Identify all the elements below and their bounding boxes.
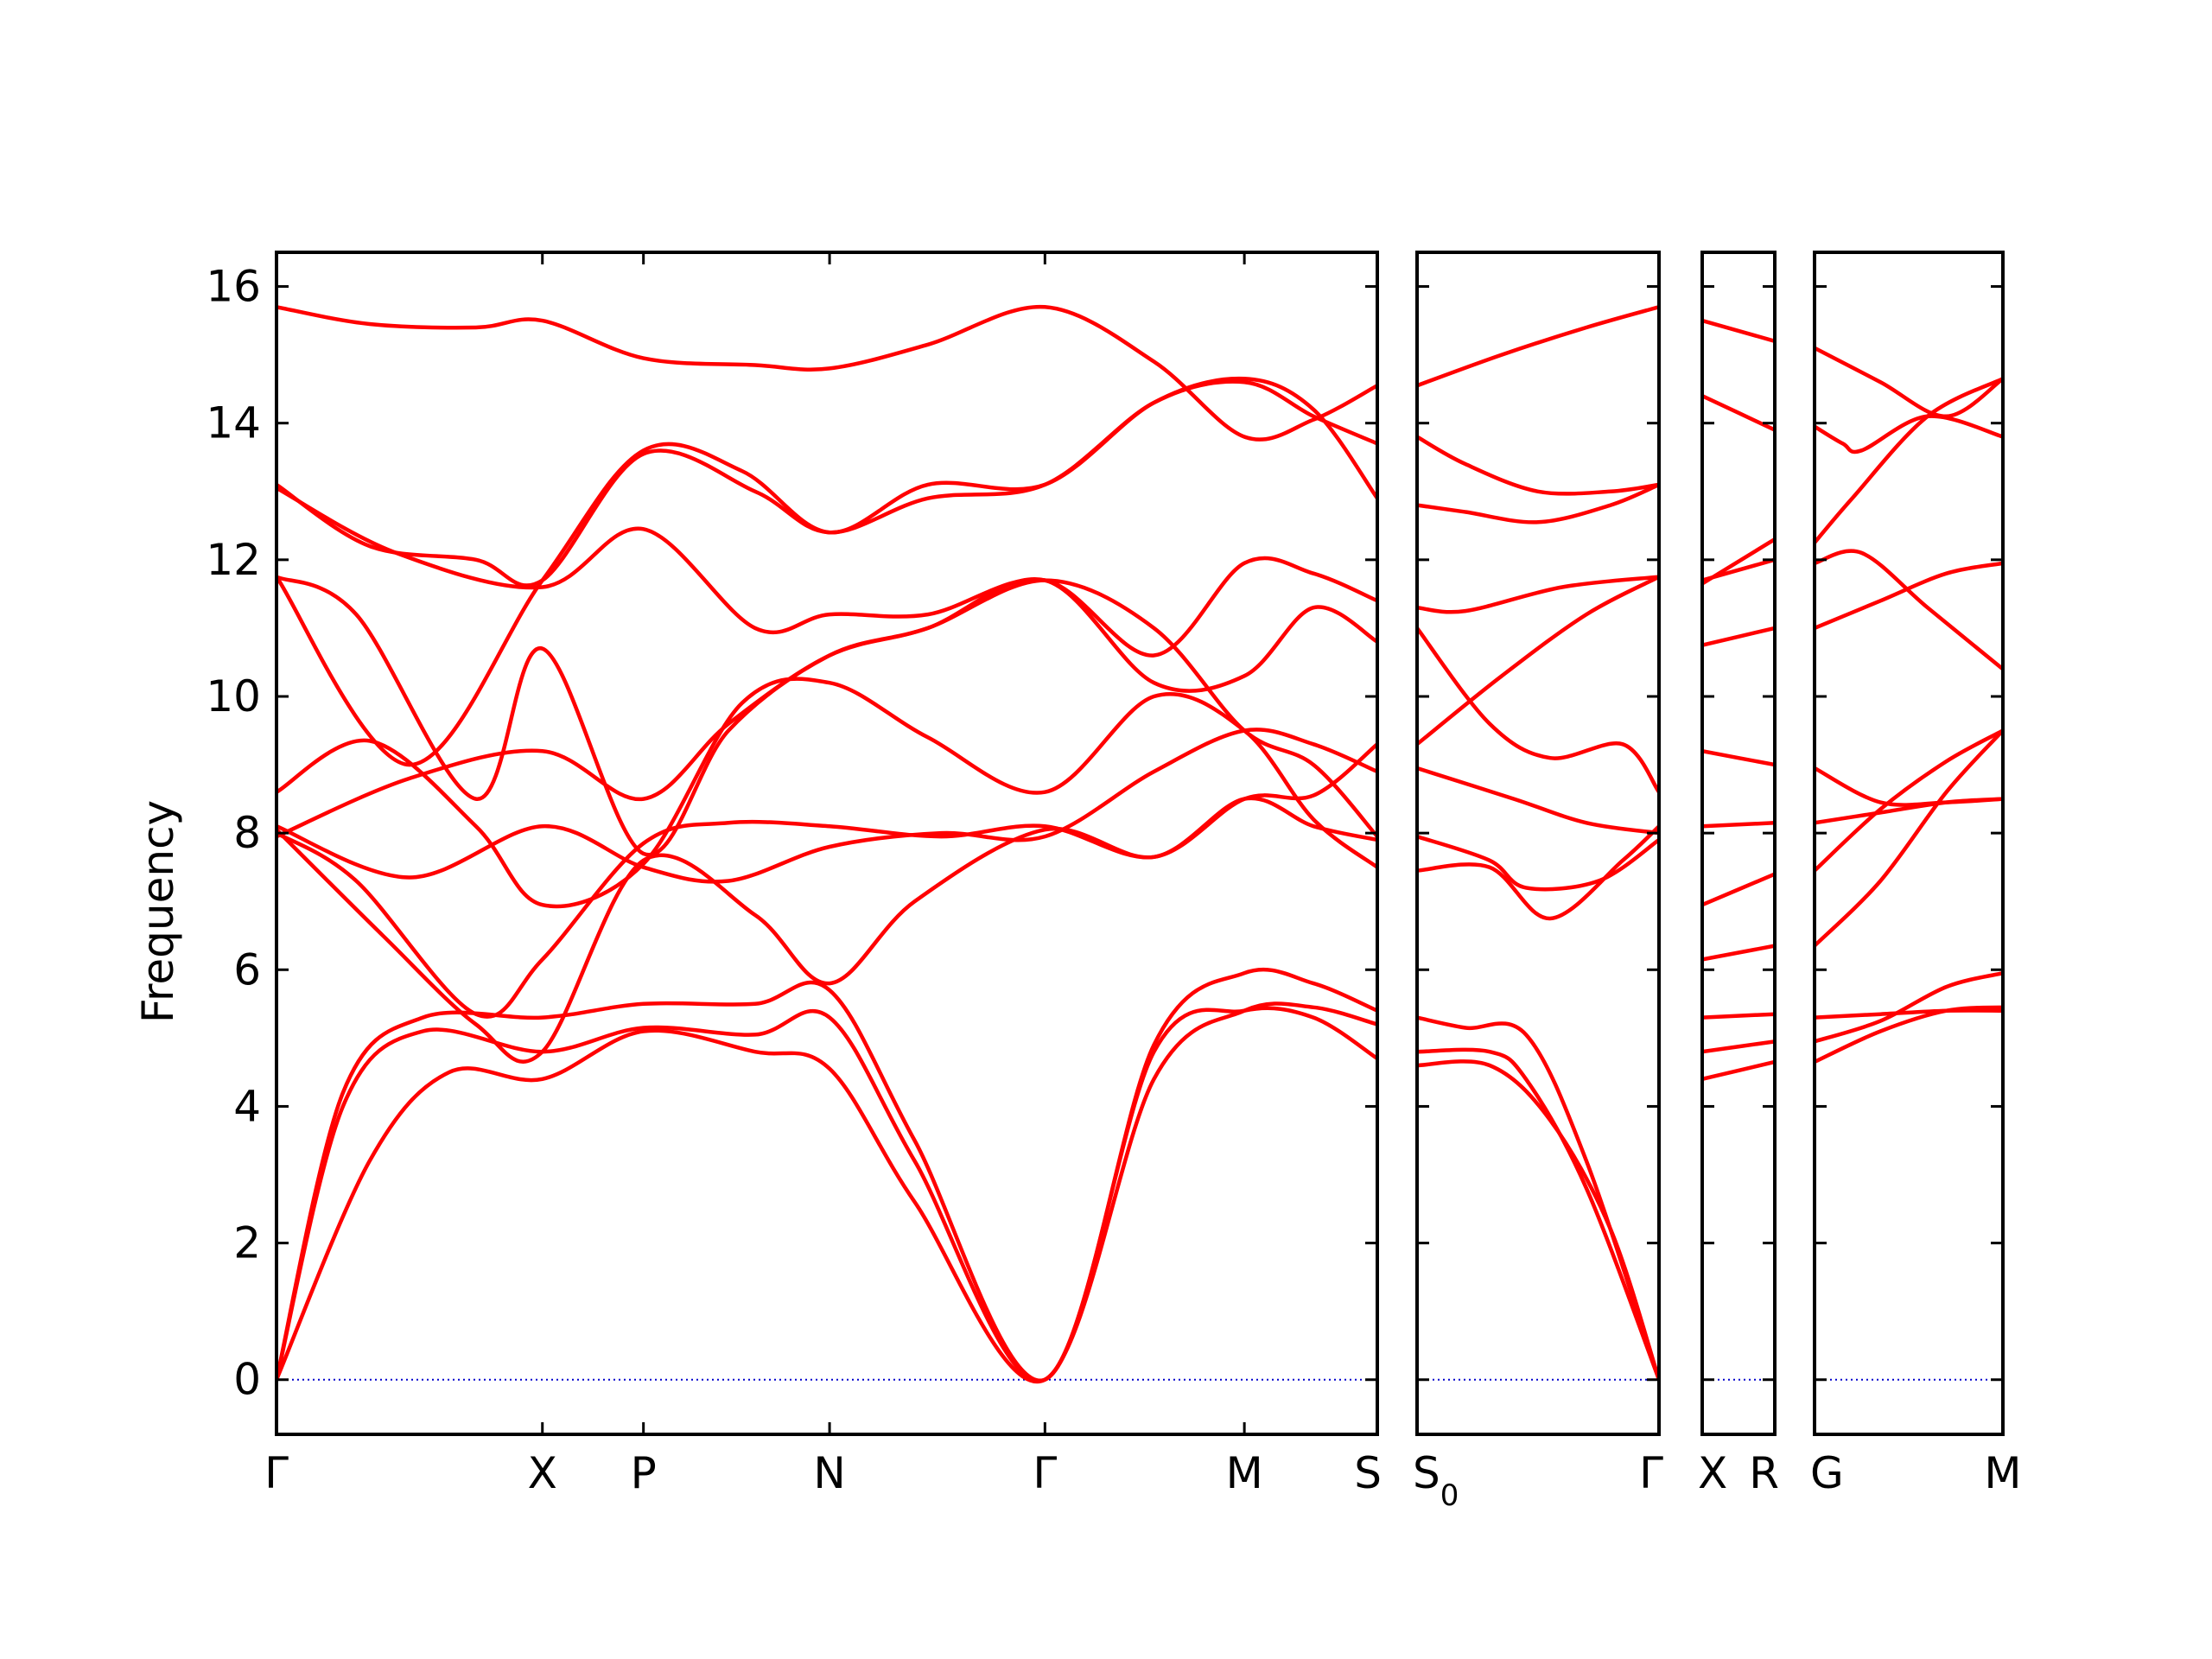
band-line-3 <box>276 967 1377 1382</box>
band-line-4 <box>1417 823 1659 921</box>
band-line-3 <box>1702 1012 1775 1020</box>
panel-frame <box>1700 251 1777 1436</box>
band-line-9 <box>1417 575 1659 614</box>
band-line-8 <box>1417 575 1659 747</box>
y-tick-label: 14 <box>206 398 261 448</box>
panel-frame <box>1813 251 2005 1436</box>
band-line-10 <box>1815 377 2003 545</box>
panel-2: S0 Γ <box>1413 251 1663 1513</box>
band-line-10 <box>276 575 1377 857</box>
band-line-5 <box>1702 872 1775 907</box>
x-tick-label: N <box>813 1448 845 1498</box>
y-tick-label: 12 <box>206 535 261 585</box>
y-tick-label: 16 <box>206 262 261 312</box>
panel-plot-area <box>1417 305 1659 1382</box>
band-line-13 <box>276 304 1377 442</box>
x-tick-label: S0 <box>1413 1448 1459 1513</box>
y-tick-label: 4 <box>233 1081 261 1131</box>
y-tick-label: 6 <box>233 944 261 995</box>
band-line-1 <box>1815 1005 2003 1065</box>
band-line-1 <box>1417 1059 1659 1382</box>
band-line-1 <box>276 1001 1377 1384</box>
band-line-12 <box>1702 318 1775 344</box>
y-tick-labels: 0 2 4 6 8 10 12 14 16 <box>206 262 261 1405</box>
band-line-9 <box>1815 561 2003 631</box>
band-line-11 <box>1815 414 2003 454</box>
x-tick-label: Γ <box>1639 1448 1663 1498</box>
band-line-2 <box>1417 1047 1659 1382</box>
y-tick-label: 2 <box>233 1218 261 1268</box>
band-line-5 <box>276 742 1377 1019</box>
x-tick-label: S <box>1354 1448 1382 1498</box>
y-tick-label: 0 <box>233 1355 261 1405</box>
band-line-12 <box>276 379 1377 588</box>
y-tick-label: 8 <box>233 808 261 858</box>
x-tick-label: Γ <box>1033 1448 1057 1498</box>
chart-panels: Γ X P N Γ M S S0 Γ X R G M <box>264 251 2022 1513</box>
band-line-11 <box>1417 435 1659 496</box>
y-axis-label: Frequency <box>133 800 183 1023</box>
band-line-5 <box>1417 834 1659 892</box>
x-tick-label: Γ <box>264 1448 289 1498</box>
band-line-10 <box>1417 482 1659 524</box>
panel-plot-area <box>1702 318 1775 1381</box>
y-tick-label: 10 <box>206 671 261 721</box>
panel-frame <box>1415 251 1661 1436</box>
band-line-2 <box>1815 970 2003 1044</box>
x-tick-label: X <box>528 1448 557 1498</box>
band-line-7 <box>1702 748 1775 767</box>
band-line-6 <box>276 728 1377 884</box>
band-line-6 <box>1417 766 1659 836</box>
panel-frame <box>275 251 1379 1436</box>
x-tick-label: M <box>1226 1448 1263 1498</box>
band-line-11 <box>276 486 1377 658</box>
band-line-3 <box>1417 1015 1659 1382</box>
band-line-12 <box>1417 305 1659 388</box>
band-line-2 <box>276 1006 1377 1383</box>
band-line-3 <box>1815 1008 2003 1020</box>
band-line-5 <box>1815 728 2003 873</box>
x-tick-label: P <box>631 1448 657 1498</box>
band-line-4 <box>1702 944 1775 962</box>
panel-plot-area <box>1815 346 2003 1381</box>
x-tick-label: X <box>1698 1448 1727 1498</box>
x-tick-label: G <box>1810 1448 1844 1498</box>
x-tick-label: M <box>1984 1448 2021 1498</box>
band-line-7 <box>1417 626 1659 794</box>
band-line-7 <box>1815 766 2003 807</box>
band-line-6 <box>1702 821 1775 829</box>
band-line-12 <box>1815 346 2003 419</box>
band-line-4 <box>1815 728 2003 948</box>
band-line-8 <box>1815 549 2003 671</box>
band-line-11 <box>1702 393 1775 432</box>
band-line-8 <box>1702 626 1775 647</box>
panel-plot-area <box>276 304 1377 1384</box>
x-tick-label: R <box>1749 1448 1779 1498</box>
band-line-1 <box>1702 1059 1775 1082</box>
band-line-2 <box>1702 1039 1775 1054</box>
